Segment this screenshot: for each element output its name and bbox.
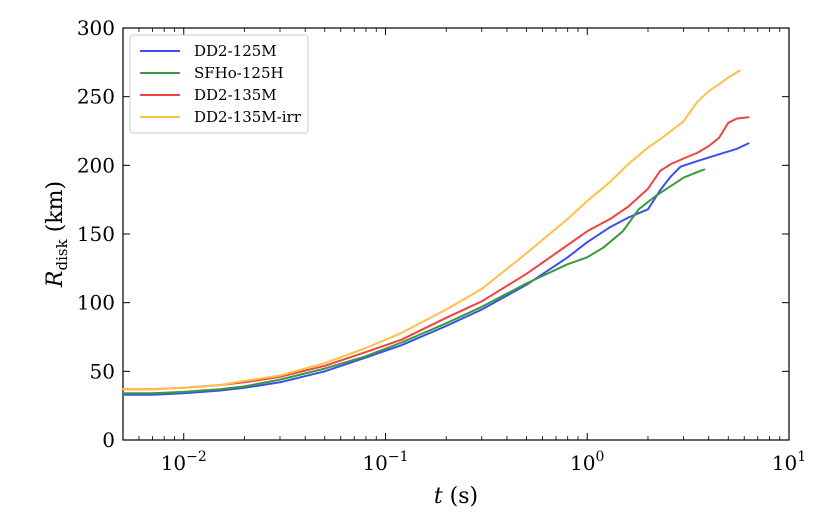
- x-axis-label-unit: (s): [443, 484, 478, 509]
- series-line-3: [122, 69, 741, 391]
- x-tick-base: 10: [362, 451, 387, 475]
- y-axis-label-unit: (km): [43, 181, 68, 239]
- x-tick-base: 10: [772, 451, 797, 475]
- x-axis-label: t (s): [434, 484, 478, 509]
- series-layer: [122, 69, 750, 396]
- x-tick-label-1: 10−1: [362, 449, 408, 475]
- legend-box: [129, 34, 309, 134]
- y-tick-label-1: 50: [90, 359, 115, 383]
- x-tick-base: 10: [161, 451, 186, 475]
- legend-label-3: DD2-135M-irr: [194, 108, 302, 126]
- legend-label-1: SFHo-125H: [194, 64, 284, 82]
- y-tick-label-6: 300: [77, 16, 115, 40]
- y-tick-label-2: 100: [77, 291, 115, 315]
- x-axis-label-symbol: t: [434, 484, 443, 509]
- x-tick-label-0: 10−2: [161, 449, 207, 475]
- y-axis-label-subscript: disk: [53, 238, 71, 270]
- series-line-0: [122, 142, 750, 396]
- legend-label-0: DD2-125M: [194, 42, 277, 60]
- x-tick-label-3: 101: [772, 449, 806, 475]
- y-tick-label-3: 150: [77, 222, 115, 246]
- x-tick-label-2: 100: [570, 449, 604, 475]
- series-line-2: [122, 116, 750, 391]
- y-tick-label-0: 0: [102, 428, 115, 452]
- legend: DD2-125M SFHo-125H DD2-135M DD2-135M-irr: [129, 34, 309, 134]
- x-tick-base: 10: [570, 451, 595, 475]
- series-line-1: [122, 168, 706, 395]
- x-tick-exponent: −2: [186, 449, 207, 465]
- y-tick-label-5: 250: [77, 85, 115, 109]
- y-axis-label-symbol: R: [43, 270, 68, 288]
- y-tick-label-4: 200: [77, 153, 115, 177]
- x-tick-exponent: 0: [596, 449, 605, 465]
- legend-label-2: DD2-135M: [194, 86, 277, 104]
- y-axis-label: Rdisk (km): [43, 181, 71, 288]
- x-tick-exponent: −1: [388, 449, 409, 465]
- x-tick-exponent: 1: [797, 449, 806, 465]
